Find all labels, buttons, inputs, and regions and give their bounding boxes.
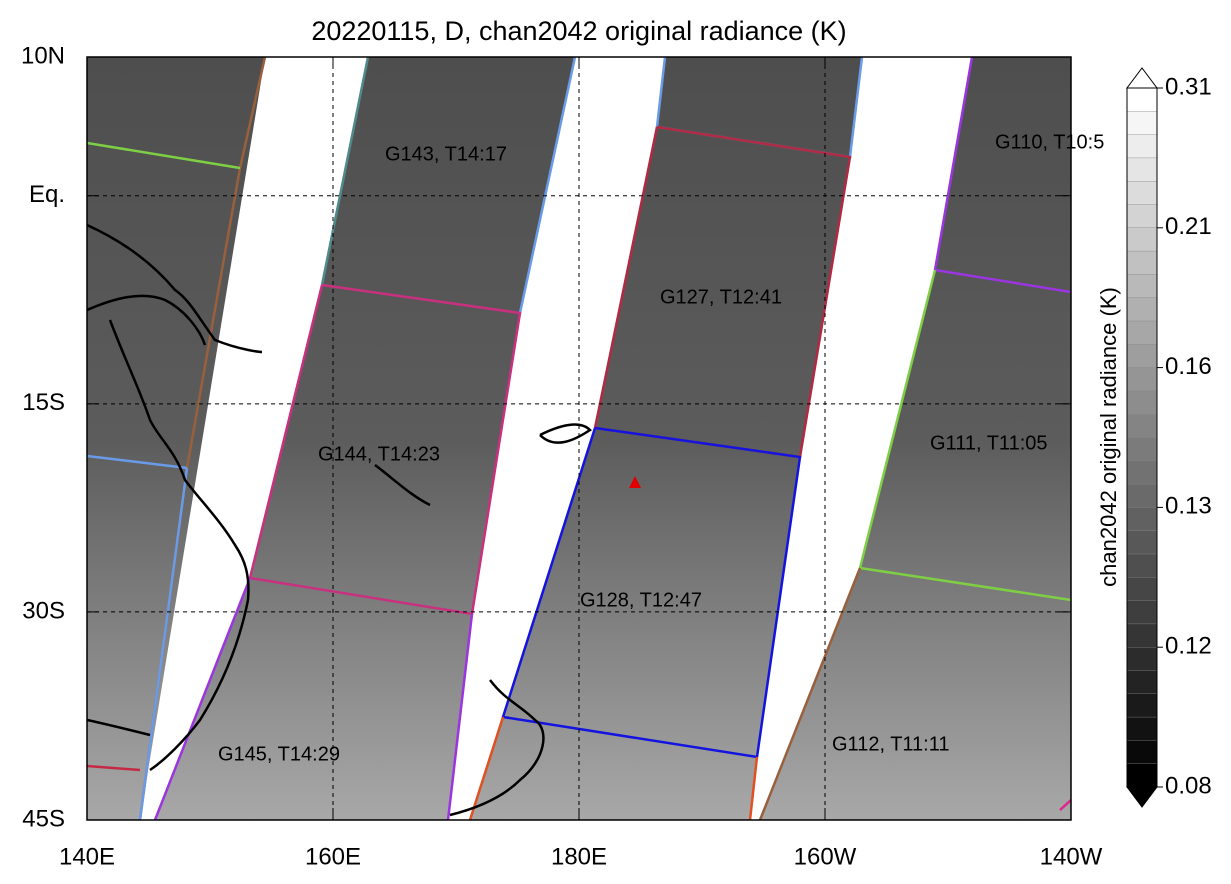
colorbar-band bbox=[1126, 297, 1158, 322]
colorbar-band bbox=[1126, 320, 1158, 345]
colorbar-band bbox=[1126, 623, 1158, 648]
colorbar-band bbox=[1126, 204, 1158, 229]
colorbar-band bbox=[1126, 716, 1158, 742]
granule-label: G111, T11:05 bbox=[930, 432, 1048, 454]
x-tick-label: 160W bbox=[794, 843, 857, 870]
x-tick-label: 140E bbox=[59, 843, 115, 870]
colorbar-band bbox=[1126, 367, 1158, 392]
colorbar-band bbox=[1126, 740, 1158, 765]
colorbar-end bbox=[1126, 786, 1158, 808]
colorbar-frame bbox=[1126, 87, 1158, 788]
colorbar-band bbox=[1126, 693, 1158, 718]
swath bbox=[760, 57, 1071, 820]
colorbar-band bbox=[1126, 763, 1158, 788]
colorbar-band bbox=[1126, 134, 1158, 159]
map-area bbox=[87, 57, 1071, 820]
colorbar-tick-label: 0.16 bbox=[1165, 353, 1212, 380]
granule-label: G143, T14:17 bbox=[385, 143, 507, 165]
volcano-marker bbox=[629, 476, 641, 488]
colorbar-band bbox=[1126, 670, 1158, 695]
colorbar-label: chan2042 original radiance (K) bbox=[1096, 287, 1121, 587]
colorbar-band bbox=[1126, 647, 1158, 672]
colorbar-band bbox=[1126, 227, 1158, 252]
y-tick-label: 15S bbox=[22, 389, 65, 416]
title: 20220115, D, chan2042 original radiance … bbox=[311, 16, 846, 46]
colorbar-band bbox=[1126, 390, 1158, 415]
granule-label: G110, T10:5 bbox=[995, 131, 1104, 153]
colorbar-end bbox=[1126, 67, 1158, 89]
x-tick-label: 160E bbox=[305, 843, 361, 870]
colorbar-band bbox=[1126, 507, 1158, 532]
x-tick-label: 140W bbox=[1040, 843, 1103, 870]
colorbar-band bbox=[1126, 577, 1158, 602]
colorbar-tick-label: 0.13 bbox=[1165, 493, 1212, 520]
y-tick-label: 10N bbox=[21, 42, 65, 69]
coastline bbox=[87, 223, 592, 817]
colorbar-band bbox=[1126, 274, 1158, 299]
granule-label: G144, T14:23 bbox=[318, 443, 440, 465]
colorbar-tick-label: 0.31 bbox=[1165, 73, 1212, 100]
granule-label: G145, T14:29 bbox=[218, 743, 340, 765]
y-tick-label: 45S bbox=[22, 805, 65, 832]
granule-label: G127, T12:41 bbox=[660, 286, 782, 308]
swath bbox=[87, 57, 265, 820]
colorbar-tick-label: 0.08 bbox=[1165, 772, 1212, 799]
colorbar-tick-label: 0.12 bbox=[1165, 633, 1212, 660]
colorbar-band bbox=[1126, 553, 1158, 578]
granule-label: G128, T12:47 bbox=[580, 589, 702, 611]
colorbar-band bbox=[1126, 344, 1158, 369]
granule-borders bbox=[87, 57, 1071, 820]
y-tick-label: 30S bbox=[22, 597, 65, 624]
colorbar-band bbox=[1126, 250, 1158, 276]
colorbar-band bbox=[1126, 180, 1158, 206]
colorbar-band bbox=[1126, 157, 1158, 182]
y-tick-label: Eq. bbox=[29, 181, 65, 208]
colorbar-band bbox=[1126, 414, 1158, 439]
x-tick-label: 180E bbox=[551, 843, 607, 870]
colorbar-band bbox=[1126, 483, 1158, 509]
colorbar-band bbox=[1126, 600, 1158, 625]
colorbar-band bbox=[1126, 111, 1158, 136]
granule-label: G112, T11:11 bbox=[832, 733, 950, 755]
colorbar-band bbox=[1126, 87, 1158, 112]
colorbar-band bbox=[1126, 437, 1158, 462]
colorbar-band bbox=[1126, 460, 1158, 485]
colorbar-band bbox=[1126, 530, 1158, 555]
colorbar-tick-label: 0.21 bbox=[1165, 213, 1212, 240]
